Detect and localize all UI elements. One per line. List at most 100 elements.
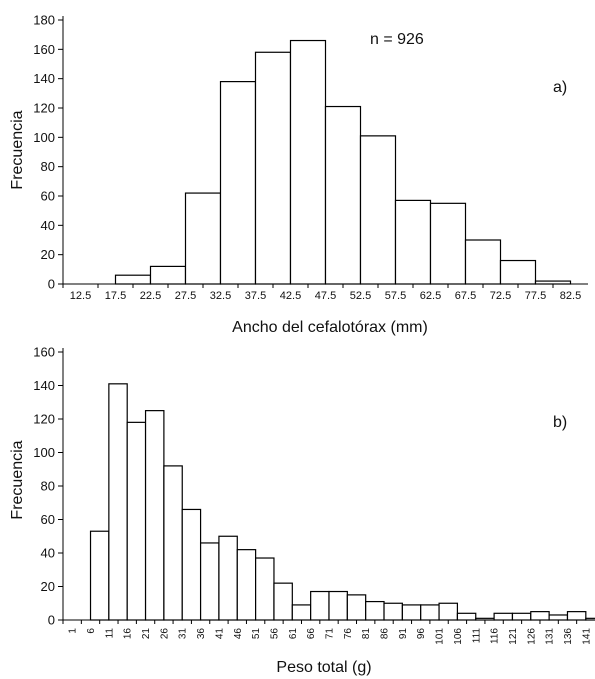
panel-b-x-tick-label: 11 [104, 628, 115, 639]
panel-b-x-tick-label: 71 [325, 628, 336, 640]
panel-b-bar [108, 383, 128, 621]
panel-b-x-tick-label: 126 [526, 628, 537, 645]
panel-b-x-tick-label: 101 [435, 628, 446, 645]
panel-a-x-tick-label: 52.5 [350, 290, 371, 302]
panel-a-x-tick-label: 82.5 [560, 290, 581, 302]
panel-a-sample-size: n = 926 [370, 31, 424, 48]
panel-b-x-tick-label: 16 [123, 628, 134, 640]
panel-b-bar [530, 611, 550, 621]
panel-b-bar [144, 410, 165, 621]
panel-b-bar [548, 614, 569, 621]
panel-b-x-tick-label: 6 [86, 628, 97, 634]
panel-b-bar [273, 582, 293, 621]
panel-a-y-tick-label: 20 [41, 247, 55, 262]
panel-b-x-tick-label: 51 [251, 628, 262, 640]
panel-b-chart: Frecuencia b) Peso total (g) 0 20 40 60 80 10… [9, 345, 595, 676]
panel-b-x-tick-label: 131 [545, 628, 556, 645]
panel-b-x-tick-label: 61 [288, 628, 299, 640]
panel-b-bar [383, 602, 403, 621]
panel-b-bar [566, 611, 587, 621]
panel-b-x-tick-label: 46 [233, 628, 244, 640]
panel-a-bar [114, 274, 152, 285]
panel-a-bar [149, 265, 187, 285]
panel-b-bar [346, 594, 367, 621]
panel-a-y-tick-label: 0 [48, 277, 55, 292]
panel-b-bar [585, 617, 595, 621]
panel-a-y-tick-label: 100 [33, 130, 55, 145]
panel-a-x-axis-label: Ancho del cefalotórax (mm) [232, 319, 428, 336]
panel-b-x-tick-label: 96 [416, 628, 427, 640]
panel-b-bar [365, 600, 385, 621]
panel-a-letter: a) [553, 79, 567, 96]
panel-a-bar [464, 239, 502, 285]
panel-a-x-tick-label: 42.5 [280, 290, 301, 302]
panel-a-x-tick-label: 12.5 [70, 290, 91, 302]
panel-b-bar [181, 508, 202, 621]
panel-b-bar [493, 612, 514, 621]
panel-b-y-tick-label: 120 [33, 412, 55, 427]
panel-b-bar [328, 590, 348, 621]
panel-b-x-tick-label: 66 [306, 628, 317, 640]
panel-b-y-axis-label: Frecuencia [9, 440, 26, 519]
panel-a-bar [429, 202, 467, 285]
panel-b-x-tick-label: 31 [178, 628, 189, 640]
panel-b-y-tick-label: 20 [41, 579, 55, 594]
panel-a-y-tick-label: 120 [33, 101, 55, 116]
panel-b-y-tick-label: 0 [48, 613, 55, 628]
panel-b-x-tick-label: 76 [343, 628, 354, 640]
panel-b-bar [163, 465, 183, 621]
panel-a-y-axis-label: Frecuencia [9, 110, 26, 189]
panel-b-y-tick-label: 140 [33, 378, 55, 393]
panel-a-x-tick-label: 67.5 [455, 290, 476, 302]
panel-b-bar [456, 612, 477, 621]
panel-b-bar [511, 612, 532, 621]
panel-b-bar [126, 421, 147, 621]
panel-a-y-tick-label: 60 [41, 189, 55, 204]
panel-b-y-tick-label: 60 [41, 512, 55, 527]
panel-b-bar [310, 590, 330, 621]
panel-a-bar [254, 51, 292, 285]
panel-a-y-tick-label: 40 [41, 218, 55, 233]
panel-a-x-tick-label: 72.5 [490, 290, 511, 302]
panel-a-y-tick-label: 140 [33, 71, 55, 86]
panel-a-bar [359, 135, 397, 285]
panel-a-x-tick-label: 62.5 [420, 290, 441, 302]
panel-b-bar [438, 602, 459, 621]
panel-b-y-tick-label: 160 [33, 345, 55, 360]
panel-b-x-tick-label: 41 [214, 628, 225, 640]
panel-b-bar [291, 604, 312, 621]
panel-b-y-tick-label: 100 [33, 445, 55, 460]
panel-b-x-axis-label: Peso total (g) [276, 659, 371, 676]
panel-b-x-tick-label: 56 [269, 628, 280, 640]
panel-b-letter: b) [553, 414, 567, 431]
panel-b-bar [420, 604, 440, 621]
panel-b-x-tick-label: 86 [380, 628, 391, 640]
panel-a-bar [184, 192, 222, 285]
panel-a-x-tick-label: 47.5 [315, 290, 336, 302]
panel-b-x-tick-label: 1 [68, 628, 79, 634]
panel-a-bar [324, 105, 362, 285]
panel-b-x-tick-label: 106 [453, 628, 464, 645]
panel-a-x-tick-label: 37.5 [245, 290, 266, 302]
panel-b-y-tick-label: 80 [41, 479, 55, 494]
panel-a-bar [219, 80, 257, 285]
panel-b-x-tick-label: 121 [508, 628, 519, 645]
panel-a-bar [394, 199, 432, 285]
panel-b-x-tick-label: 26 [159, 628, 170, 640]
panel-b-x-tick-label: 36 [196, 628, 207, 640]
panel-a-x-tick-label: 32.5 [210, 290, 231, 302]
panel-b-bar [89, 530, 110, 621]
panel-a-x-tick-label: 22.5 [140, 290, 161, 302]
panel-b-y-tick-label: 40 [41, 546, 55, 561]
panel-a-x-tick-label: 77.5 [525, 290, 546, 302]
panel-b-x-tick-label: 81 [361, 628, 372, 640]
panel-b-x-tick-label: 141 [581, 628, 592, 645]
panel-a-y-tick-label: 160 [33, 42, 55, 57]
panel-b-x-tick-label: 116 [490, 628, 501, 644]
panel-a-x-tick-label: 57.5 [385, 290, 406, 302]
panel-b-bar [218, 535, 238, 621]
panel-b-x-tick-label: 91 [398, 628, 409, 640]
panel-a-x-tick-label: 17.5 [105, 290, 126, 302]
panel-a-bar [499, 259, 537, 285]
